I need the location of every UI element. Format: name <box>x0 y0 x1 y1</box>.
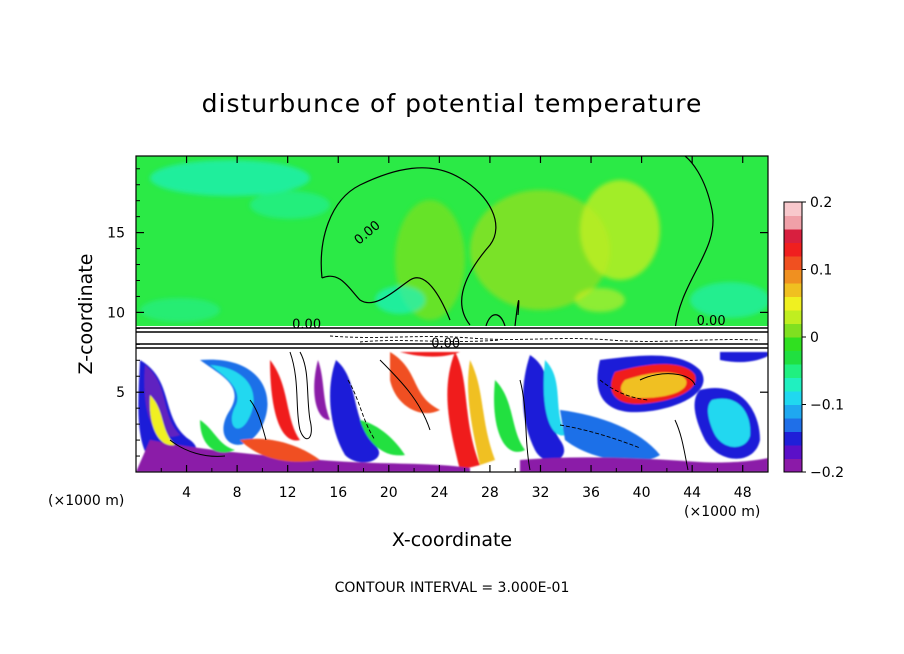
colorbar-swatch <box>784 242 802 257</box>
plot-frame <box>135 155 769 473</box>
heatmap-field <box>136 156 768 472</box>
x-axis-unit-right: (×1000 m) <box>684 504 760 520</box>
colorbar-swatch <box>784 269 802 284</box>
x-tick-label: 16 <box>329 485 347 501</box>
colorbar-swatch <box>784 377 802 392</box>
colorbar-swatch <box>784 404 802 419</box>
chart-title: disturbunce of potential temperature <box>202 89 703 118</box>
y-tick-label: 5 <box>116 385 125 401</box>
colorbar-swatch <box>784 391 802 405</box>
colorbar-swatch <box>784 202 802 216</box>
colorbar-swatch <box>784 364 802 378</box>
colorbar-swatch <box>784 296 802 311</box>
colorbar-swatch <box>784 229 802 243</box>
contour-label: 0.00 <box>697 314 726 329</box>
colorbar-tick-label: 0 <box>810 330 819 346</box>
colorbar-swatch <box>784 431 802 446</box>
colorbar-swatch <box>784 310 802 324</box>
colorbar-tick-label: −0.2 <box>810 465 844 481</box>
contour-label: 0.00 <box>431 337 460 352</box>
colorbar-tick-label: 0.1 <box>810 263 832 279</box>
colorbar-swatch <box>784 337 802 351</box>
y-tick-label: 10 <box>107 305 125 321</box>
x-tick-label: 8 <box>233 485 242 501</box>
colorbar-swatch <box>784 350 802 365</box>
colorbar-tick-label: 0.2 <box>810 195 832 211</box>
colorbar-swatch <box>784 445 802 459</box>
x-tick-label: 36 <box>582 485 600 501</box>
colorbar-swatch <box>784 283 802 297</box>
x-tick-label: 4 <box>182 485 191 501</box>
colorbar-swatch <box>784 256 802 270</box>
x-axis: 4 8 12 16 20 24 28 32 36 40 44 48 <box>160 156 752 501</box>
x-tick-label: 20 <box>380 485 398 501</box>
x-tick-label: 28 <box>481 485 499 501</box>
x-tick-label: 44 <box>683 485 701 501</box>
colorbar-swatch <box>784 418 802 432</box>
contour-interval-note: CONTOUR INTERVAL = 3.000E-01 <box>335 580 570 596</box>
y-tick-label: 15 <box>107 226 125 242</box>
x-axis-unit-left: (×1000 m) <box>48 493 124 509</box>
x-tick-label: 40 <box>633 485 651 501</box>
colorbar-swatch <box>784 215 802 230</box>
x-tick-label: 12 <box>279 485 297 501</box>
x-tick-label: 48 <box>734 485 752 501</box>
colorbar: 0.2 0.1 0 −0.1 −0.2 <box>783 195 844 481</box>
x-axis-label: X-coordinate <box>392 529 512 551</box>
y-axis-label: Z-coordinate <box>75 254 97 375</box>
contour-label: 0.00 <box>292 317 321 332</box>
colorbar-swatch <box>784 458 802 473</box>
x-tick-label: 24 <box>430 485 448 501</box>
colorbar-tick-label: −0.1 <box>810 398 844 414</box>
x-tick-label: 32 <box>532 485 550 501</box>
colorbar-swatch <box>784 323 802 338</box>
y-axis: 5 10 15 <box>107 168 768 457</box>
